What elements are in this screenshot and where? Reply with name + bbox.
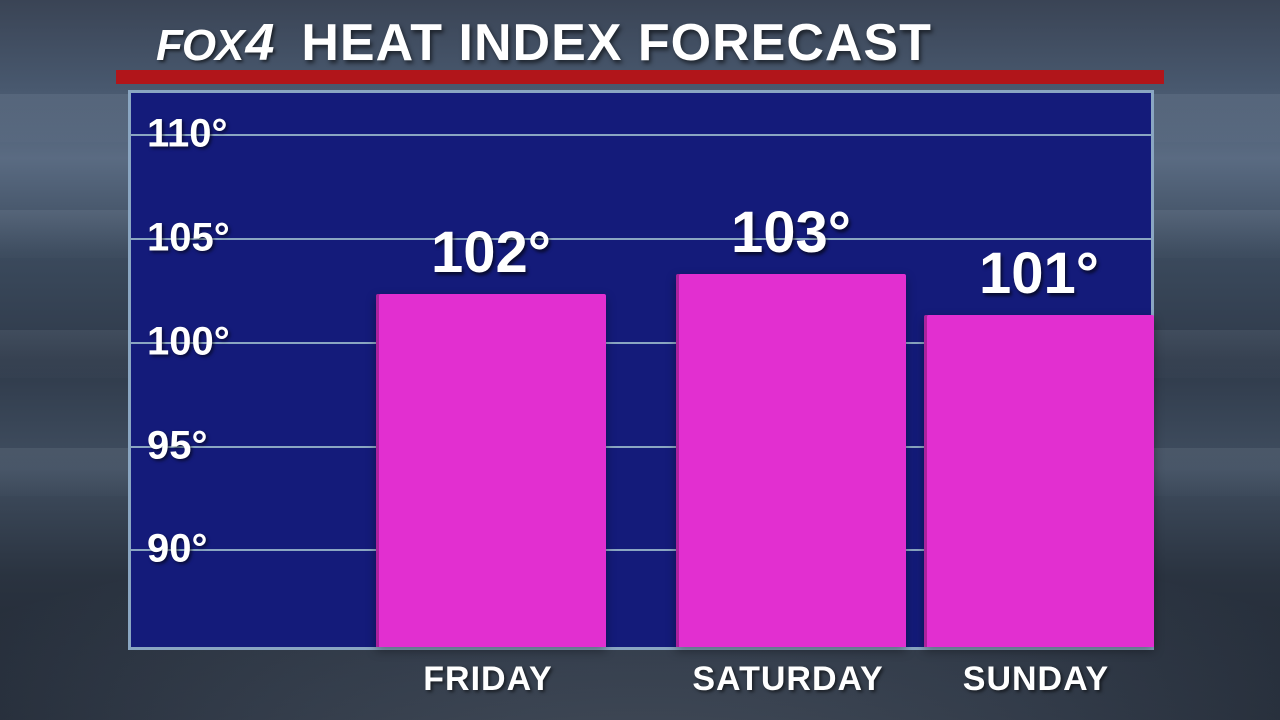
bar-value-label: 101°	[979, 240, 1099, 307]
grid-line	[131, 134, 1151, 136]
bar-value-label: 102°	[431, 219, 551, 286]
x-category-label: SATURDAY	[692, 660, 883, 699]
y-tick-label: 90°	[147, 527, 208, 572]
y-tick-label: 100°	[147, 319, 230, 364]
page-title: HEAT INDEX FORECAST	[301, 13, 932, 73]
bar	[676, 274, 906, 647]
x-category-label: FRIDAY	[423, 660, 552, 699]
logo-prefix: FOX	[156, 21, 243, 71]
x-category-label: SUNDAY	[963, 660, 1109, 699]
logo-suffix: 4	[245, 13, 273, 73]
y-tick-label: 105°	[147, 216, 230, 261]
header: FOX 4 HEAT INDEX FORECAST	[156, 10, 932, 76]
y-tick-label: 95°	[147, 423, 208, 468]
station-logo: FOX 4	[156, 13, 273, 73]
y-tick-label: 110°	[147, 112, 228, 157]
accent-bar	[116, 70, 1164, 84]
chart-panel: 90° 95° 100° 105° 110° 102° 103° 101°	[128, 90, 1154, 650]
bar	[376, 294, 606, 647]
bar	[924, 315, 1154, 647]
bar-value-label: 103°	[731, 199, 851, 266]
